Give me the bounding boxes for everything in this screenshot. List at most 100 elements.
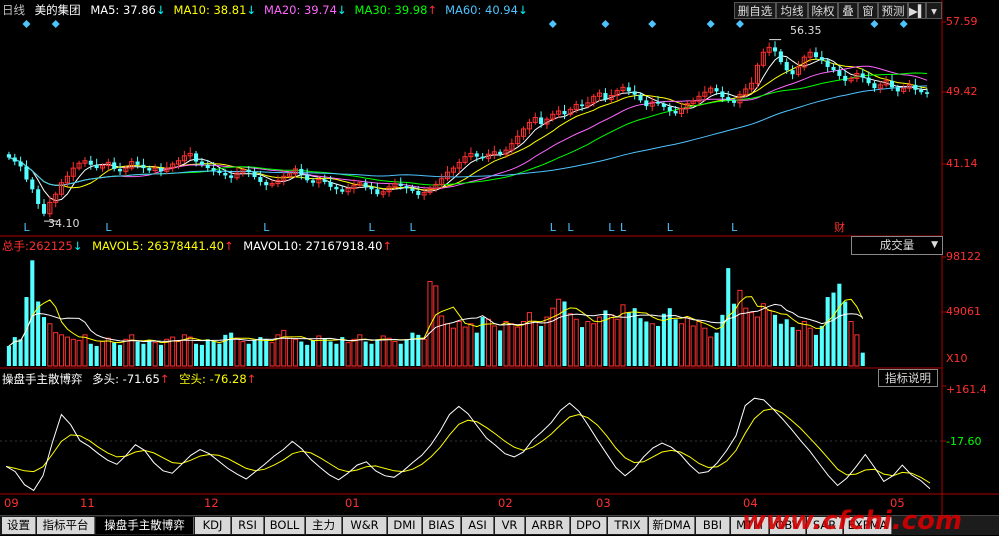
- mavol5-label: MAVOL5: 26378441.40: [92, 239, 224, 253]
- financial-report-marker[interactable]: 财: [834, 221, 845, 234]
- indicator-tab[interactable]: KDJ: [195, 517, 231, 534]
- volume-bar-down: [732, 303, 737, 366]
- indicator-tab[interactable]: ARBR: [526, 517, 570, 534]
- volume-bar-down: [831, 292, 836, 366]
- indicator-tab[interactable]: BBI: [696, 517, 730, 534]
- candle-down: [714, 88, 719, 92]
- volume-bar-down: [24, 297, 29, 366]
- high-price-annotation: 56.35: [790, 24, 822, 37]
- candle-up: [532, 117, 538, 123]
- candle-down: [872, 83, 877, 89]
- indicator-tab[interactable]: RSI: [232, 517, 264, 534]
- volume-bar-down: [638, 318, 643, 366]
- volume-bar-down: [714, 332, 719, 366]
- toolbar-button[interactable]: 均线: [776, 2, 808, 19]
- indicator-tab[interactable]: W&R: [343, 517, 387, 534]
- volume-bar-down: [843, 301, 848, 366]
- indicator-axis-label-high: +161.4: [946, 383, 987, 396]
- volume-bar-down: [246, 343, 251, 366]
- toolbar-button[interactable]: 除权: [808, 2, 838, 19]
- volume-bar-down: [135, 341, 140, 366]
- volume-bar-up: [439, 315, 445, 367]
- indicator-tab[interactable]: TRIX: [608, 517, 648, 534]
- candle-up: [854, 72, 860, 79]
- candle-down: [661, 103, 666, 107]
- l-signal-marker: L: [105, 221, 112, 234]
- toolbar-button[interactable]: 窗: [858, 2, 878, 19]
- volume-bar-down: [41, 317, 47, 366]
- candle-down: [925, 92, 930, 94]
- indicator-tab[interactable]: 操盘手主散博弈: [96, 517, 194, 534]
- indicator-tab[interactable]: BIAS: [423, 517, 461, 534]
- candle-down: [24, 166, 29, 180]
- candle-down: [194, 153, 199, 162]
- indicator-tab[interactable]: OBV: [770, 517, 806, 534]
- indicator-tab[interactable]: VR: [495, 517, 525, 534]
- volume-bar-down: [223, 334, 228, 366]
- l-signal-marker: L: [567, 221, 574, 234]
- volume-bar-down: [778, 323, 783, 366]
- volume-bar-up: [690, 325, 696, 367]
- candle-up: [421, 192, 427, 196]
- candle-up: [591, 95, 597, 104]
- candle-down: [860, 73, 865, 78]
- candle-up: [351, 184, 357, 189]
- volume-bar-up: [585, 321, 591, 367]
- indicator-tab[interactable]: DPO: [571, 517, 607, 534]
- volume-bar-up: [573, 318, 579, 367]
- candle-up: [795, 66, 801, 75]
- indicator-tab[interactable]: DMI: [388, 517, 422, 534]
- candle-down: [252, 172, 257, 178]
- indicator-tab[interactable]: 设置: [2, 517, 36, 534]
- candle-up: [427, 187, 433, 194]
- candle-up: [597, 92, 603, 97]
- candle-up: [573, 103, 579, 110]
- candle-down: [644, 100, 649, 107]
- indicator-tab[interactable]: 主力: [306, 517, 342, 534]
- candle-down: [825, 60, 830, 67]
- candle-down: [158, 168, 164, 172]
- volume-bar-up: [275, 334, 281, 367]
- toolbar-button[interactable]: 删自选: [734, 2, 776, 19]
- mavol10-line: [8, 303, 863, 347]
- candle-down: [772, 47, 778, 52]
- volume-bar-down: [141, 343, 146, 366]
- volume-bar-down: [626, 312, 631, 366]
- volume-bar-down: [498, 330, 503, 366]
- volume-bar-down: [158, 344, 164, 366]
- indicator-tab[interactable]: 指标平台: [37, 517, 95, 534]
- volume-bar-up: [281, 329, 287, 367]
- candle-down: [88, 160, 93, 165]
- toolbar-button[interactable]: ▶▍: [908, 2, 927, 19]
- indicator-tab[interactable]: ASI: [462, 517, 494, 534]
- indicator-tab[interactable]: BOLL: [265, 517, 305, 534]
- candle-up: [526, 121, 532, 130]
- volume-bar-up: [854, 334, 860, 367]
- toolbar-button[interactable]: 叠: [838, 2, 858, 19]
- candle-up: [316, 179, 322, 184]
- candle-down: [211, 168, 216, 171]
- indicator-tab[interactable]: 新DMA: [649, 517, 695, 534]
- indicator-tab[interactable]: EXPMA: [844, 517, 892, 534]
- candle-up: [509, 143, 515, 151]
- volume-bar-up: [456, 321, 462, 367]
- candle-up: [485, 153, 492, 159]
- indicator-tab[interactable]: SAR: [807, 517, 843, 534]
- candle-up: [754, 64, 761, 84]
- volume-indicator-select[interactable]: 成交量 ▼: [851, 236, 943, 255]
- candle-up: [82, 160, 88, 164]
- volume-bar-down: [644, 321, 649, 366]
- toolbar-button[interactable]: ▾: [926, 2, 942, 19]
- candle-up: [749, 82, 755, 90]
- volume-axis-unit: X10: [946, 352, 968, 365]
- volume-bar-down: [199, 344, 204, 366]
- candle-up: [386, 186, 392, 193]
- candle-up: [53, 193, 59, 203]
- candle-up: [491, 151, 497, 155]
- price-axis-label-high: 57.59: [946, 15, 978, 28]
- toolbar-button[interactable]: 预测: [878, 2, 908, 19]
- chevron-down-icon: ▼: [931, 240, 938, 250]
- indicator-tab[interactable]: MTM: [731, 517, 769, 534]
- indicator-help-button[interactable]: 指标说明: [878, 369, 938, 387]
